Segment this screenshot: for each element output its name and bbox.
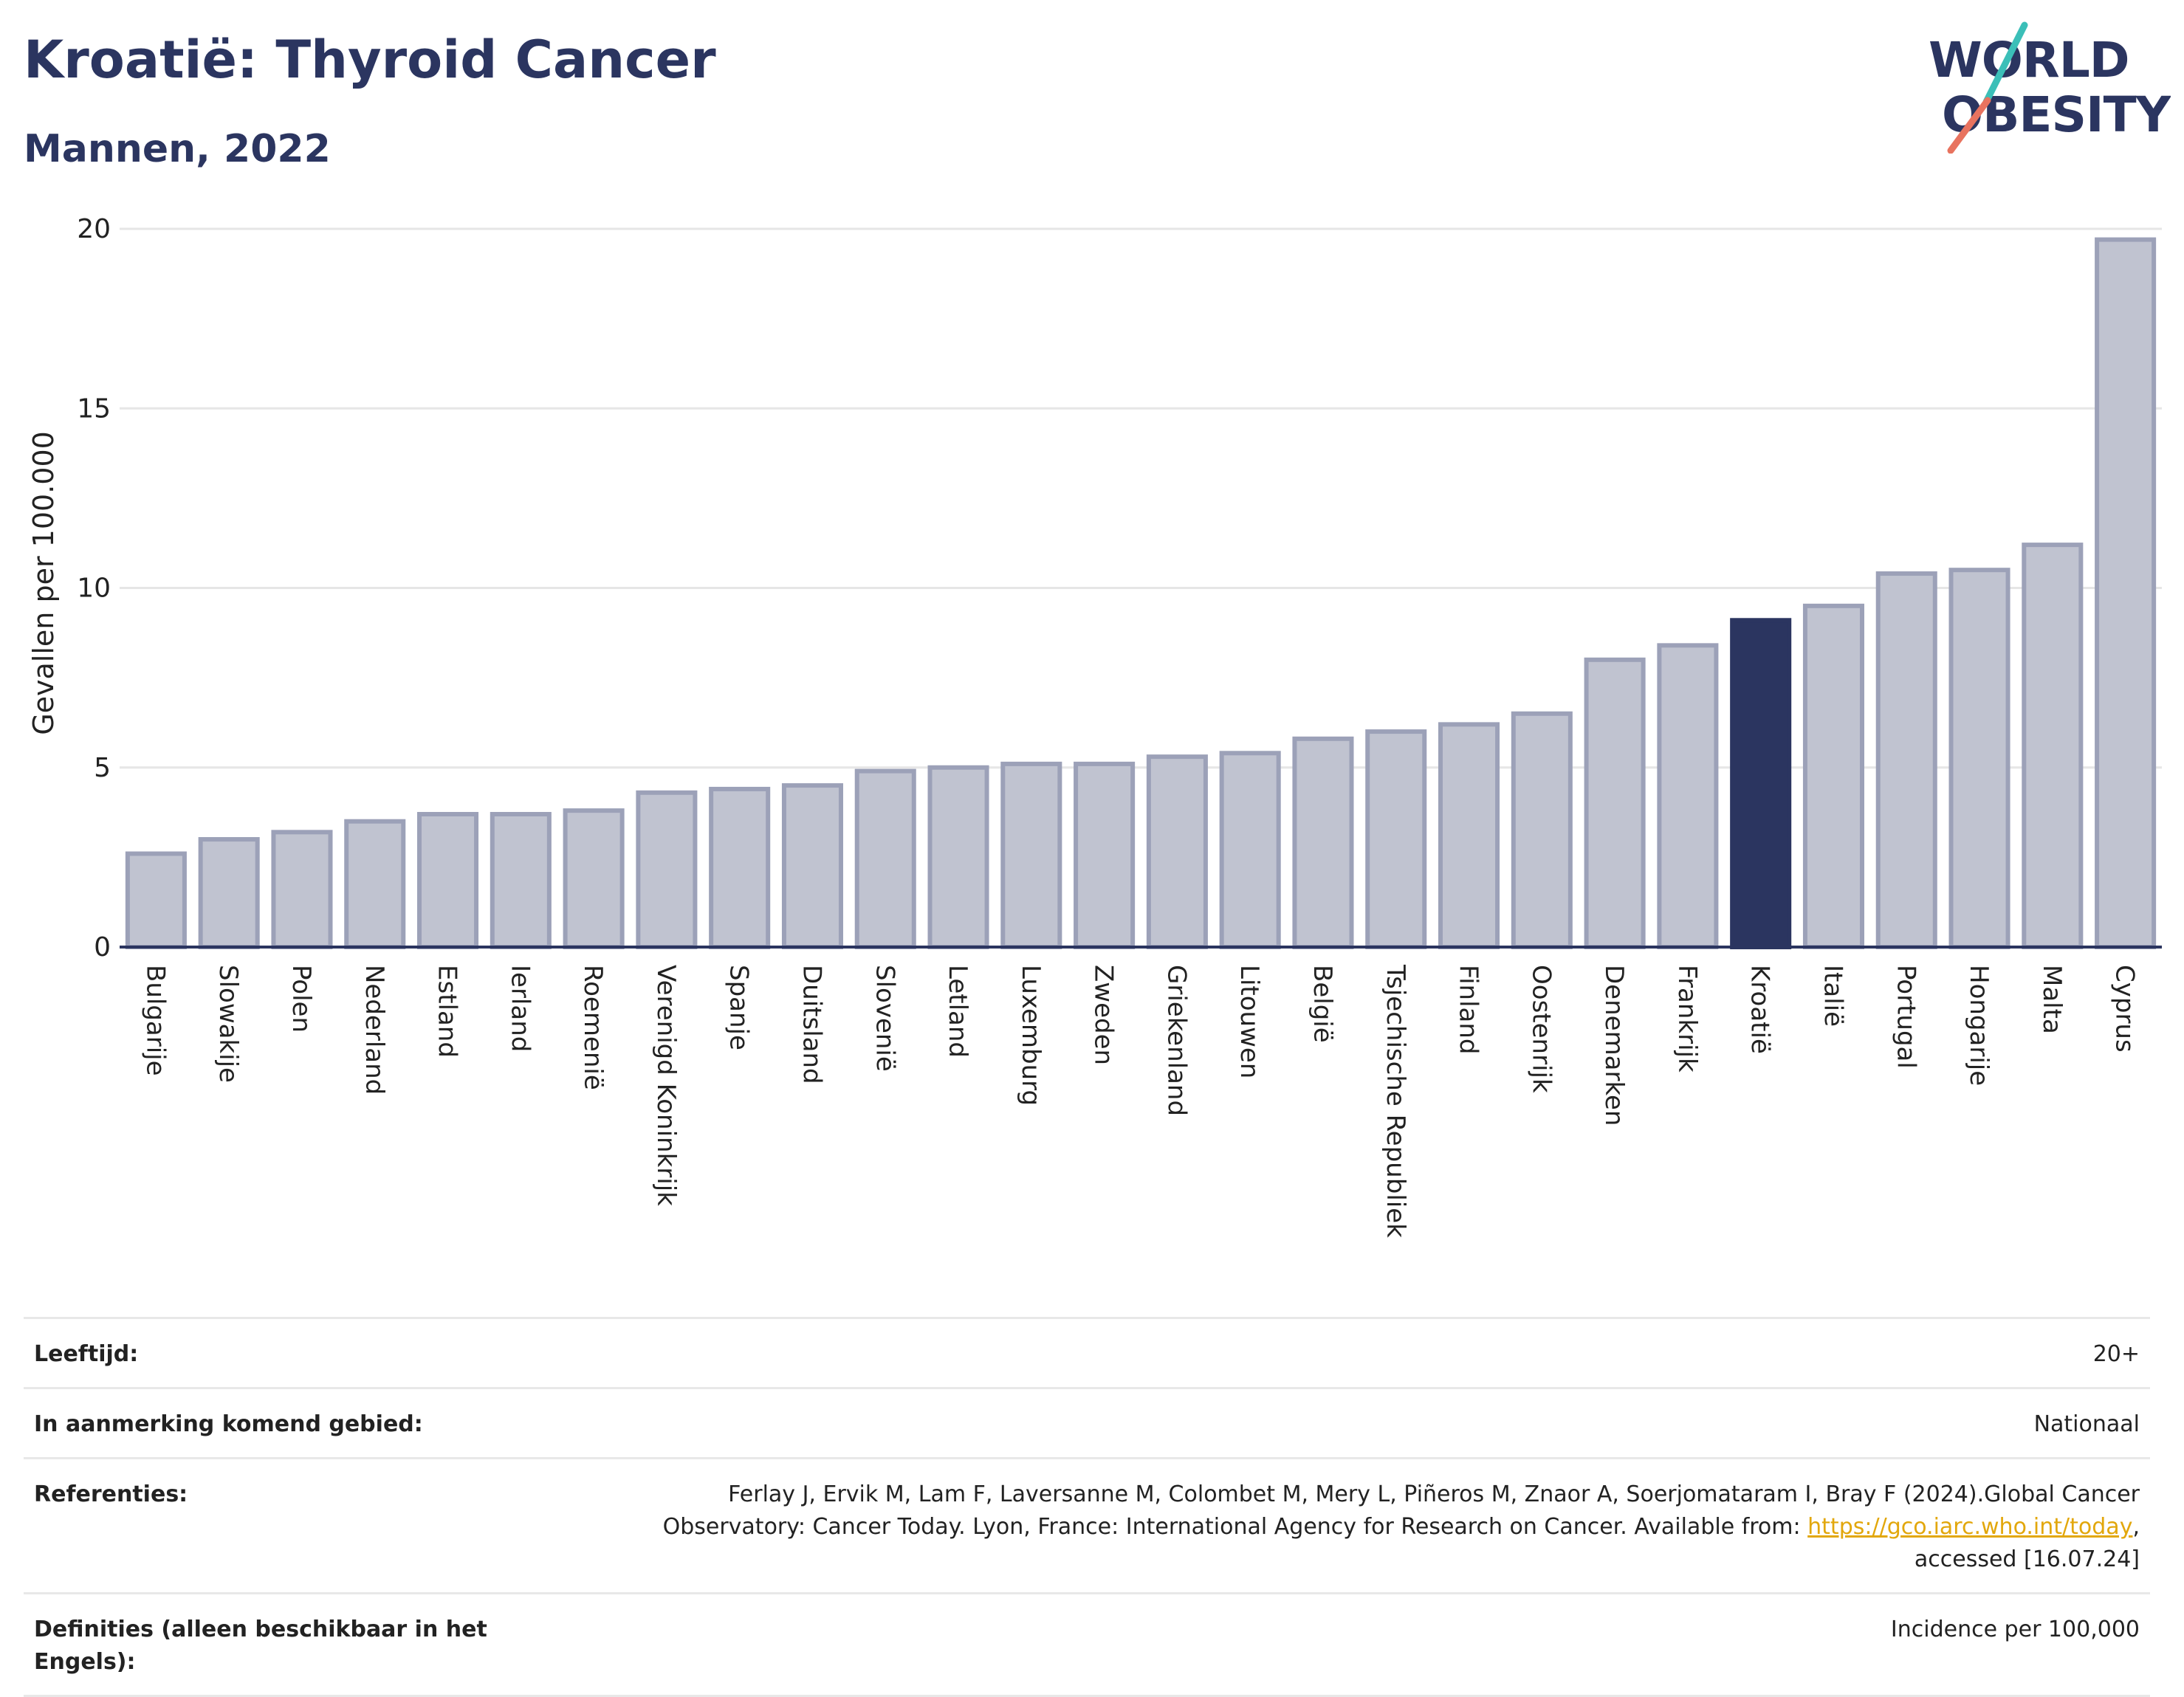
x-tick-label: Polen bbox=[286, 965, 316, 1033]
bar bbox=[636, 790, 698, 950]
bar bbox=[1365, 729, 1427, 949]
x-tick-label: Slovenië bbox=[870, 965, 899, 1072]
x-tick-label: Bulgarije bbox=[140, 965, 170, 1076]
x-tick-label: Letland bbox=[943, 965, 972, 1058]
meta-row-references: Referenties: Ferlay J, Ervik M, Lam F, L… bbox=[24, 1457, 2150, 1592]
meta-value-references: Ferlay J, Ervik M, Lam F, Laversanne M, … bbox=[662, 1481, 2140, 1572]
reference-link[interactable]: https://gco.iarc.who.int/today bbox=[1807, 1514, 2133, 1540]
x-tick-label: Litouwen bbox=[1234, 965, 1264, 1078]
x-tick-label: Roemenië bbox=[578, 965, 608, 1090]
meta-value-area: Nationaal bbox=[2033, 1411, 2140, 1437]
x-tick-label: Oostenrijk bbox=[1526, 965, 1556, 1093]
bar bbox=[1657, 643, 1719, 950]
meta-row-definitions: Definities (alleen beschikbaar in het En… bbox=[24, 1592, 2150, 1697]
meta-label-references: Referenties: bbox=[34, 1481, 188, 1507]
bar bbox=[344, 819, 406, 949]
x-tick-label: Malta bbox=[2037, 965, 2067, 1034]
bar bbox=[1802, 603, 1864, 949]
bar bbox=[563, 808, 625, 949]
bar bbox=[927, 765, 989, 949]
x-tick-label: Zweden bbox=[1089, 965, 1119, 1065]
metadata-table: Leeftijd: 20+ In aanmerking komend gebie… bbox=[24, 1317, 2150, 1697]
bar bbox=[490, 811, 552, 949]
bar-highlighted bbox=[1730, 618, 1792, 949]
meta-value-definitions: Incidence per 100,000 bbox=[1890, 1617, 2140, 1642]
logo-text-world: WORLD bbox=[1929, 32, 2129, 89]
reference-line-1: Ferlay J, Ervik M, Lam F, Laversanne M, … bbox=[728, 1481, 2140, 1507]
x-axis-ticks: Bulgarije Slowakije Polen Nederland Estland I… bbox=[140, 964, 2139, 1238]
bar bbox=[1074, 761, 1136, 950]
bar bbox=[2022, 543, 2084, 949]
reference-line-3: accessed [16.07.24] bbox=[1914, 1546, 2140, 1572]
reference-line-2: Observatory: Cancer Today. Lyon, France:… bbox=[662, 1514, 1808, 1540]
x-tick-label: Tsjechische Republiek bbox=[1381, 964, 1410, 1238]
x-tick-label: Verenigd Koninkrijk bbox=[651, 965, 681, 1206]
bar bbox=[1511, 711, 1573, 950]
meta-label-definitions: Definities (alleen beschikbaar in het En… bbox=[34, 1617, 487, 1675]
bar bbox=[1219, 751, 1281, 949]
y-tick-label: 5 bbox=[94, 753, 111, 783]
chart-title: Kroatië: Thyroid Cancer bbox=[24, 30, 716, 90]
bar bbox=[198, 837, 260, 950]
x-tick-label: Kroatië bbox=[1745, 965, 1775, 1054]
bar bbox=[417, 811, 479, 949]
x-tick-label: Portugal bbox=[1891, 965, 1920, 1069]
bar-chart: 0 5 10 15 20 Bulgarije Slowakije Polen Nederlan… bbox=[27, 214, 2162, 1238]
bar bbox=[1875, 571, 1937, 949]
x-tick-label: Slowakije bbox=[213, 965, 243, 1083]
x-tick-label: Hongarije bbox=[1964, 965, 1994, 1086]
y-tick-label: 0 bbox=[94, 932, 111, 963]
x-tick-label: België bbox=[1308, 965, 1337, 1043]
x-tick-label: Frankrijk bbox=[1672, 965, 1702, 1073]
x-tick-label: Nederland bbox=[360, 965, 389, 1095]
x-tick-label: Duitsland bbox=[797, 965, 826, 1084]
y-axis-ticks: 0 5 10 15 20 bbox=[77, 214, 111, 963]
x-tick-label: Ierland bbox=[505, 965, 535, 1052]
bar bbox=[781, 783, 843, 949]
bar bbox=[1000, 761, 1062, 950]
y-axis-label: Gevallen per 100.000 bbox=[27, 431, 60, 735]
bar bbox=[125, 851, 187, 950]
x-tick-label: Italië bbox=[1818, 965, 1847, 1027]
bar bbox=[1146, 754, 1208, 950]
x-tick-label: Estland bbox=[433, 965, 462, 1058]
meta-value-age: 20+ bbox=[2092, 1341, 2140, 1367]
bar bbox=[709, 786, 771, 949]
world-obesity-logo: WORLD OBESITY bbox=[1929, 21, 2171, 154]
bar bbox=[271, 830, 333, 949]
meta-label-age: Leeftijd: bbox=[34, 1341, 139, 1367]
bars bbox=[125, 237, 2157, 950]
y-tick-label: 10 bbox=[77, 574, 111, 604]
bar bbox=[854, 768, 916, 949]
x-tick-label: Cyprus bbox=[2110, 965, 2140, 1053]
x-tick-label: Spanje bbox=[724, 965, 754, 1050]
y-tick-label: 20 bbox=[77, 214, 111, 244]
x-tick-label: Luxemburg bbox=[1016, 965, 1045, 1106]
x-tick-label: Denemarken bbox=[1599, 965, 1629, 1126]
meta-row-area: In aanmerking komend gebied: Nationaal bbox=[24, 1387, 2150, 1457]
x-tick-label: Griekenland bbox=[1161, 965, 1191, 1116]
chart-subtitle: Mannen, 2022 bbox=[24, 127, 331, 171]
bar bbox=[1438, 722, 1500, 949]
bar bbox=[2095, 237, 2157, 950]
bar bbox=[1292, 736, 1354, 950]
y-tick-label: 15 bbox=[77, 393, 111, 424]
meta-row-age: Leeftijd: 20+ bbox=[24, 1317, 2150, 1387]
bar bbox=[1948, 568, 2010, 949]
logo-slash-top bbox=[1982, 21, 2028, 106]
logo-slash-bottom bbox=[1947, 97, 1991, 154]
meta-label-area: In aanmerking komend gebied: bbox=[34, 1411, 423, 1437]
bar bbox=[1584, 657, 1646, 949]
x-tick-label: Finland bbox=[1454, 965, 1483, 1055]
